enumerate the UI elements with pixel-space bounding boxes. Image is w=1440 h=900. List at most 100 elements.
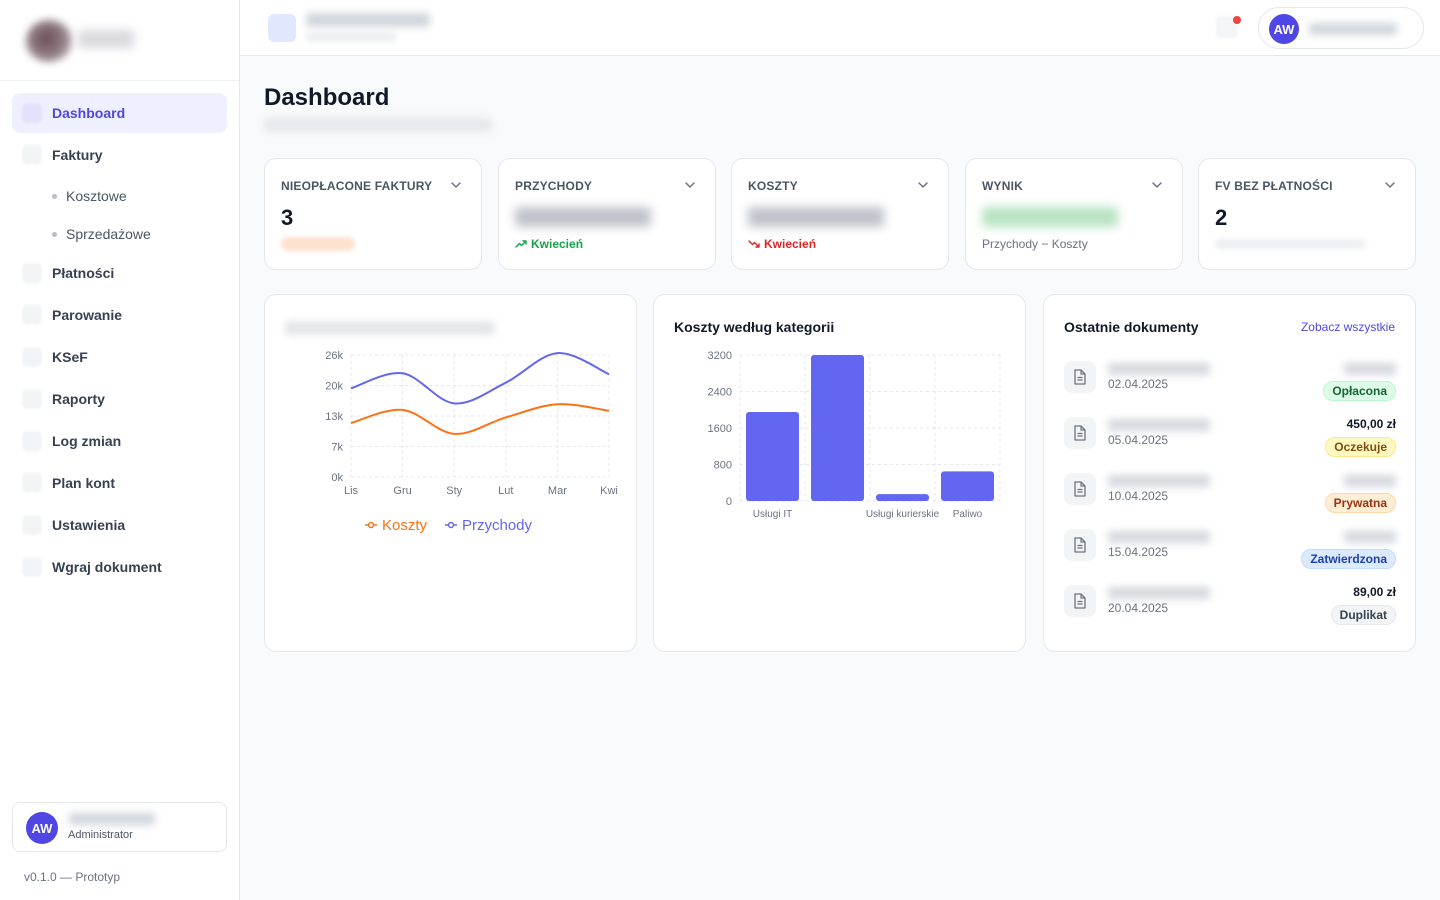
- y-tick-label: 2400: [708, 387, 732, 399]
- document-date: 02.04.2025: [1108, 377, 1169, 391]
- y-tick-label: 800: [714, 460, 732, 472]
- sidebar-subitem-label: Kosztowe: [66, 188, 127, 204]
- sidebar-item-label: Wgraj dokument: [52, 559, 162, 575]
- avatar: AW: [1269, 14, 1299, 44]
- stat-trend-label: Kwiecień: [531, 237, 584, 251]
- sidebar-user-card[interactable]: AW Administrator: [12, 802, 227, 852]
- app-version: v0.1.0 — Prototyp: [24, 870, 121, 884]
- see-all-link[interactable]: Zobacz wszystkie: [1300, 320, 1395, 334]
- document-row[interactable]: 20.04.2025 89,00 zł Duplikat: [1064, 581, 1396, 637]
- legend-label: Koszty: [382, 517, 428, 534]
- dashboard-icon: [22, 103, 42, 123]
- avatar: AW: [26, 812, 58, 844]
- document-date: 10.04.2025: [1108, 489, 1169, 503]
- chevron-down-icon[interactable]: [916, 178, 930, 192]
- x-tick-label: Lut: [498, 485, 513, 497]
- logo-area: [0, 0, 239, 81]
- sidebar-item-ksef[interactable]: KSeF: [12, 337, 227, 377]
- sidebar-item-label: Plan kont: [52, 475, 116, 491]
- x-tick-label: Lis: [344, 485, 359, 497]
- y-tick-label: 3200: [708, 350, 732, 362]
- file-icon: [1064, 417, 1096, 449]
- stat-card-result[interactable]: WYNIK Przychody − Koszty: [965, 158, 1183, 270]
- stat-value-redacted: [515, 207, 651, 227]
- x-tick-label: Paliwo: [953, 509, 983, 520]
- sidebar-item-log-zmian[interactable]: Log zmian: [12, 421, 227, 461]
- sidebar-item-faktury[interactable]: Faktury: [12, 135, 227, 175]
- stat-badge-redacted: [281, 237, 355, 251]
- stat-value: 3: [281, 205, 294, 230]
- legend-marker-icon: [447, 521, 455, 529]
- file-icon: [1064, 473, 1096, 505]
- sidebar-subitem-kosztowe[interactable]: Kosztowe: [12, 177, 227, 215]
- panel-title: Ostatnie dokumenty: [1064, 319, 1199, 335]
- x-tick-label: Kwi: [600, 485, 618, 497]
- page-subtitle-redacted: [264, 118, 492, 132]
- document-amount: 450,00 zł: [1346, 417, 1396, 431]
- recent-documents-panel: Ostatnie dokumenty Zobacz wszystkie 02.0…: [1043, 294, 1416, 652]
- sidebar-item-dashboard[interactable]: Dashboard: [12, 93, 227, 133]
- sidebar-item-label: Płatności: [52, 265, 115, 281]
- sidebar-subitem-label: Sprzedażowe: [66, 226, 151, 242]
- link-icon: [22, 305, 42, 325]
- x-tick-label: Usługi IT: [753, 509, 792, 520]
- stat-label: PRZYCHODY: [515, 179, 593, 193]
- bell-icon[interactable]: [1216, 16, 1238, 38]
- sidebar-subitem-sprzedazowe[interactable]: Sprzedażowe: [12, 215, 227, 253]
- document-name-redacted: [1108, 531, 1210, 543]
- status-badge: Prywatna: [1324, 493, 1396, 513]
- stat-card-costs[interactable]: KOSZTY Kwiecień: [731, 158, 949, 270]
- sidebar-item-plan-kont[interactable]: Plan kont: [12, 463, 227, 503]
- document-name-redacted: [1108, 419, 1210, 431]
- y-tick-label: 1600: [708, 423, 732, 435]
- trending-down-icon: [748, 240, 760, 248]
- y-tick-label: 7k: [331, 442, 343, 454]
- sidebar-item-parowanie[interactable]: Parowanie: [12, 295, 227, 335]
- document-row[interactable]: 02.04.2025 Opłacona: [1064, 357, 1396, 413]
- trending-up-icon: [515, 240, 527, 248]
- bar: [746, 412, 799, 501]
- company-icon: [268, 14, 296, 42]
- stat-card-revenue[interactable]: PRZYCHODY Kwiecień: [498, 158, 716, 270]
- company-logo-text: [78, 30, 134, 48]
- sidebar-item-wgraj-dokument[interactable]: Wgraj dokument: [12, 547, 227, 587]
- chevron-down-icon[interactable]: [1383, 178, 1397, 192]
- user-menu-button[interactable]: AW: [1258, 7, 1424, 49]
- stat-trend: Kwiecień: [515, 237, 583, 251]
- document-name-redacted: [1108, 363, 1210, 375]
- sidebar-item-label: Ustawienia: [52, 517, 126, 533]
- company-logo[interactable]: [26, 20, 72, 62]
- document-row[interactable]: 10.04.2025 Prywatna: [1064, 469, 1396, 525]
- legend-item-koszty: Koszty: [365, 517, 428, 534]
- sidebar-item-label: Parowanie: [52, 307, 123, 323]
- sidebar-item-label: KSeF: [52, 349, 88, 365]
- report-icon: [22, 389, 42, 409]
- sidebar-item-platnosci[interactable]: Płatności: [12, 253, 227, 293]
- y-tick-label: 26k: [325, 350, 343, 362]
- stat-card-unpaid[interactable]: NIEOPŁACONE FAKTURY 3: [264, 158, 482, 270]
- status-badge: Duplikat: [1330, 605, 1396, 625]
- document-row[interactable]: 05.04.2025 450,00 zł Oczekuje: [1064, 413, 1396, 469]
- document-row[interactable]: 15.04.2025 Zatwierdzona: [1064, 525, 1396, 581]
- bullet-icon: [52, 194, 57, 199]
- document-date: 20.04.2025: [1108, 601, 1169, 615]
- stat-trend: Kwiecień: [748, 237, 816, 251]
- history-icon: [22, 431, 42, 451]
- y-tick-label: 0: [726, 496, 732, 508]
- user-name-redacted: [1309, 23, 1397, 35]
- chevron-down-icon[interactable]: [1150, 178, 1164, 192]
- stat-value-redacted: [982, 207, 1118, 227]
- sidebar-item-raporty[interactable]: Raporty: [12, 379, 227, 419]
- chevron-down-icon[interactable]: [449, 178, 463, 192]
- user-role: Administrator: [68, 829, 133, 841]
- sidebar-item-label: Log zmian: [52, 433, 122, 449]
- bullet-icon: [52, 232, 57, 237]
- stat-card-no-payment[interactable]: FV BEZ PŁATNOŚCI 2: [1198, 158, 1416, 270]
- bar-chart: 0 800 1600 2400 3200 Usługi IT Usługi kuriersk…: [708, 350, 1001, 520]
- sidebar-item-ustawienia[interactable]: Ustawienia: [12, 505, 227, 545]
- file-icon: [1064, 585, 1096, 617]
- sidebar-nav: Dashboard Faktury Kosztowe Sprzedażowe P…: [12, 93, 227, 589]
- legend-item-przychody: Przychody: [445, 517, 533, 534]
- chevron-down-icon[interactable]: [683, 178, 697, 192]
- user-name-redacted: [69, 813, 155, 825]
